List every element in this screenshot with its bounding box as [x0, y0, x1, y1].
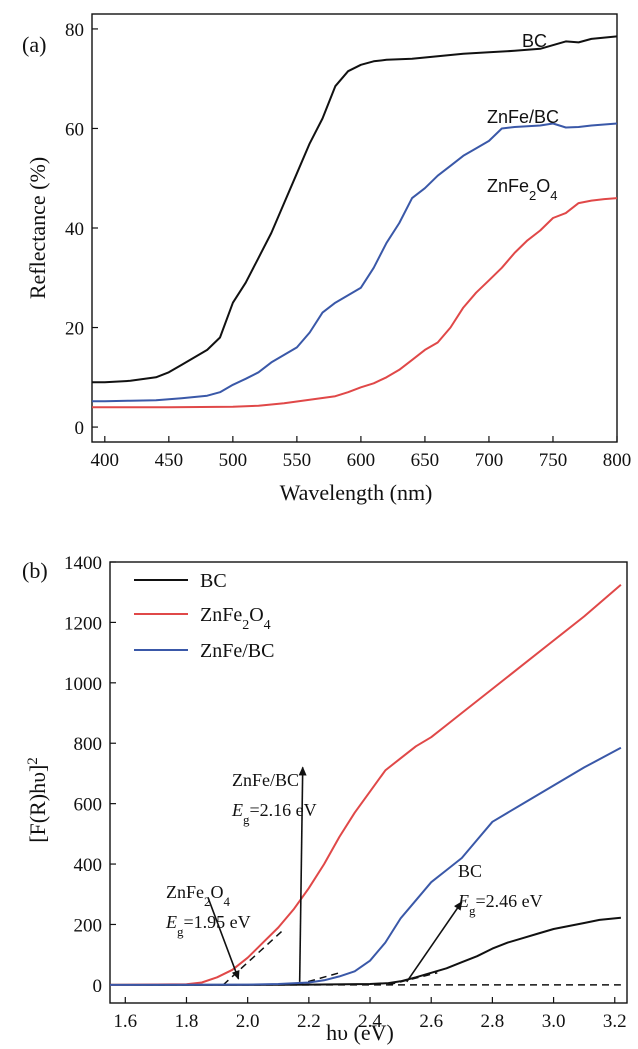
panel-b-plot-frame	[109, 561, 628, 1004]
panel-b-series-line-bc	[110, 916, 621, 986]
panel-b-tangent-lines	[110, 928, 621, 986]
panel-b-series-line-znfe2o4	[109, 583, 622, 986]
panel-a-series-line-bc	[92, 35, 618, 384]
panel-a-znfe-bc-label: ZnFe/BC	[487, 107, 559, 127]
panel-a-y-tick-label: 40	[65, 219, 84, 240]
panel-a-bc-label: BC	[522, 31, 547, 51]
panel-a-y-ticks: 0 20 40 60 80	[65, 20, 98, 439]
legend-label-bc: BC	[200, 570, 227, 592]
panel-a-y-tick-label: 80	[65, 20, 84, 41]
panel-a-znfe2o4-label: ZnFe2O4	[487, 176, 558, 203]
panel-b-x-tick-label: 2.6	[419, 1011, 443, 1032]
annotation-bc-name: BC	[458, 861, 482, 881]
panel-b-y-tick-label: 0	[93, 976, 103, 997]
panel-b-y-tick-label: 200	[74, 915, 103, 936]
panel-b-x-tick-label: 3.2	[603, 1011, 627, 1032]
panel-b-annotation-arrow-2	[406, 900, 463, 983]
panel-b-annotation-arrow-1	[298, 766, 307, 982]
panel-b-series-line-znfe-bc	[109, 746, 622, 986]
panel-a-x-tick-label: 800	[603, 450, 632, 471]
panel-a-x-tick-label: 600	[347, 450, 376, 471]
panel-a-series	[92, 35, 618, 409]
panel-a-y-tick-label: 0	[75, 418, 85, 439]
annotation-znfe2o4-name: ZnFe2O4	[166, 882, 231, 909]
panel-b-y-ticks: 0 200 400 600 800 1000 1200 1400	[64, 553, 116, 997]
annotation-znfe-bc-name: ZnFe/BC	[232, 770, 299, 790]
panel-b-x-tick-label: 1.8	[175, 1011, 199, 1032]
panel-b-x-tick-label: 2.0	[236, 1011, 260, 1032]
panel-a-series-line-znfe-bc	[92, 122, 618, 403]
panel-b-x-tick-label: 3.0	[542, 1011, 566, 1032]
panel-b-y-axis-label: [F(R)hυ]2	[25, 757, 50, 843]
panel-a-x-ticks: 400 450 500 550 600 650 700 750 800	[91, 436, 632, 471]
panel-a-x-tick-label: 500	[219, 450, 248, 471]
panel-b-tangent-line-0	[222, 928, 285, 986]
annotation-znfe2o4-bandgap: Eg=1.95 eV	[165, 912, 251, 939]
panel-a-series-line-znfe2o4	[92, 197, 618, 409]
annotation-bc-bandgap: Eg=2.46 eV	[457, 891, 543, 918]
panel-b-y-tick-label: 1200	[64, 613, 102, 634]
panel-a-y-axis-label: Reflectance (%)	[25, 157, 50, 299]
panel-b-y-tick-label: 600	[74, 795, 103, 816]
legend-label-znfe2o4: ZnFe2O4	[200, 604, 271, 633]
panel-b-x-tick-label: 2.2	[297, 1011, 321, 1032]
panel-a-y-tick-label: 20	[65, 319, 84, 340]
panel-a-x-tick-label: 400	[91, 450, 120, 471]
panel-b-x-tick-label: 2.8	[481, 1011, 505, 1032]
panel-b-arrows	[207, 766, 463, 983]
panel-a-plot-frame	[91, 13, 618, 443]
panel-a-x-axis-label: Wavelength (nm)	[280, 480, 433, 505]
panel-b-x-tick-label: 2.4	[358, 1011, 382, 1032]
panel-a-x-tick-label: 650	[411, 450, 440, 471]
panel-b-tauc-plot: (b) 1.6 1.8 2.0 2.2 2.4 2.6 2.8 3.0 3.2 0 200 400 6…	[22, 553, 628, 1045]
panel-a-x-tick-label: 750	[539, 450, 568, 471]
panel-b-annotation-arrow-0	[207, 896, 240, 980]
panel-b-x-ticks: 1.6 1.8 2.0 2.2 2.4 2.6 2.8 3.0 3.2	[113, 997, 627, 1032]
panel-b-y-tick-label: 400	[74, 855, 103, 876]
panel-a-x-tick-label: 550	[283, 450, 312, 471]
panel-a-label: (a)	[22, 32, 46, 57]
annotation-znfe-bc-bandgap: Eg=2.16 eV	[231, 800, 317, 827]
panel-a-x-tick-label: 700	[475, 450, 504, 471]
panel-b-x-tick-label: 1.6	[113, 1011, 137, 1032]
panel-b-y-tick-label: 800	[74, 734, 103, 755]
panel-b-x-axis-label: hυ (eV)	[326, 1020, 394, 1045]
panel-b-legend: BC ZnFe2O4 ZnFe/BC	[134, 570, 274, 662]
panel-b-tangent-line-1	[296, 972, 340, 986]
panel-a-x-tick-label: 450	[155, 450, 184, 471]
panel-a-y-tick-label: 60	[65, 119, 84, 140]
panel-b-y-tick-label: 1400	[64, 553, 102, 574]
panel-a-reflectance-chart: (a) 400 450 500 550 600 650 700 750 800 0 20 40 60 8…	[22, 13, 632, 505]
legend-label-znfe-bc: ZnFe/BC	[200, 640, 274, 662]
panel-b-series	[109, 583, 622, 986]
panel-b-label: (b)	[22, 558, 48, 583]
panel-b-y-tick-label: 1000	[64, 674, 102, 695]
